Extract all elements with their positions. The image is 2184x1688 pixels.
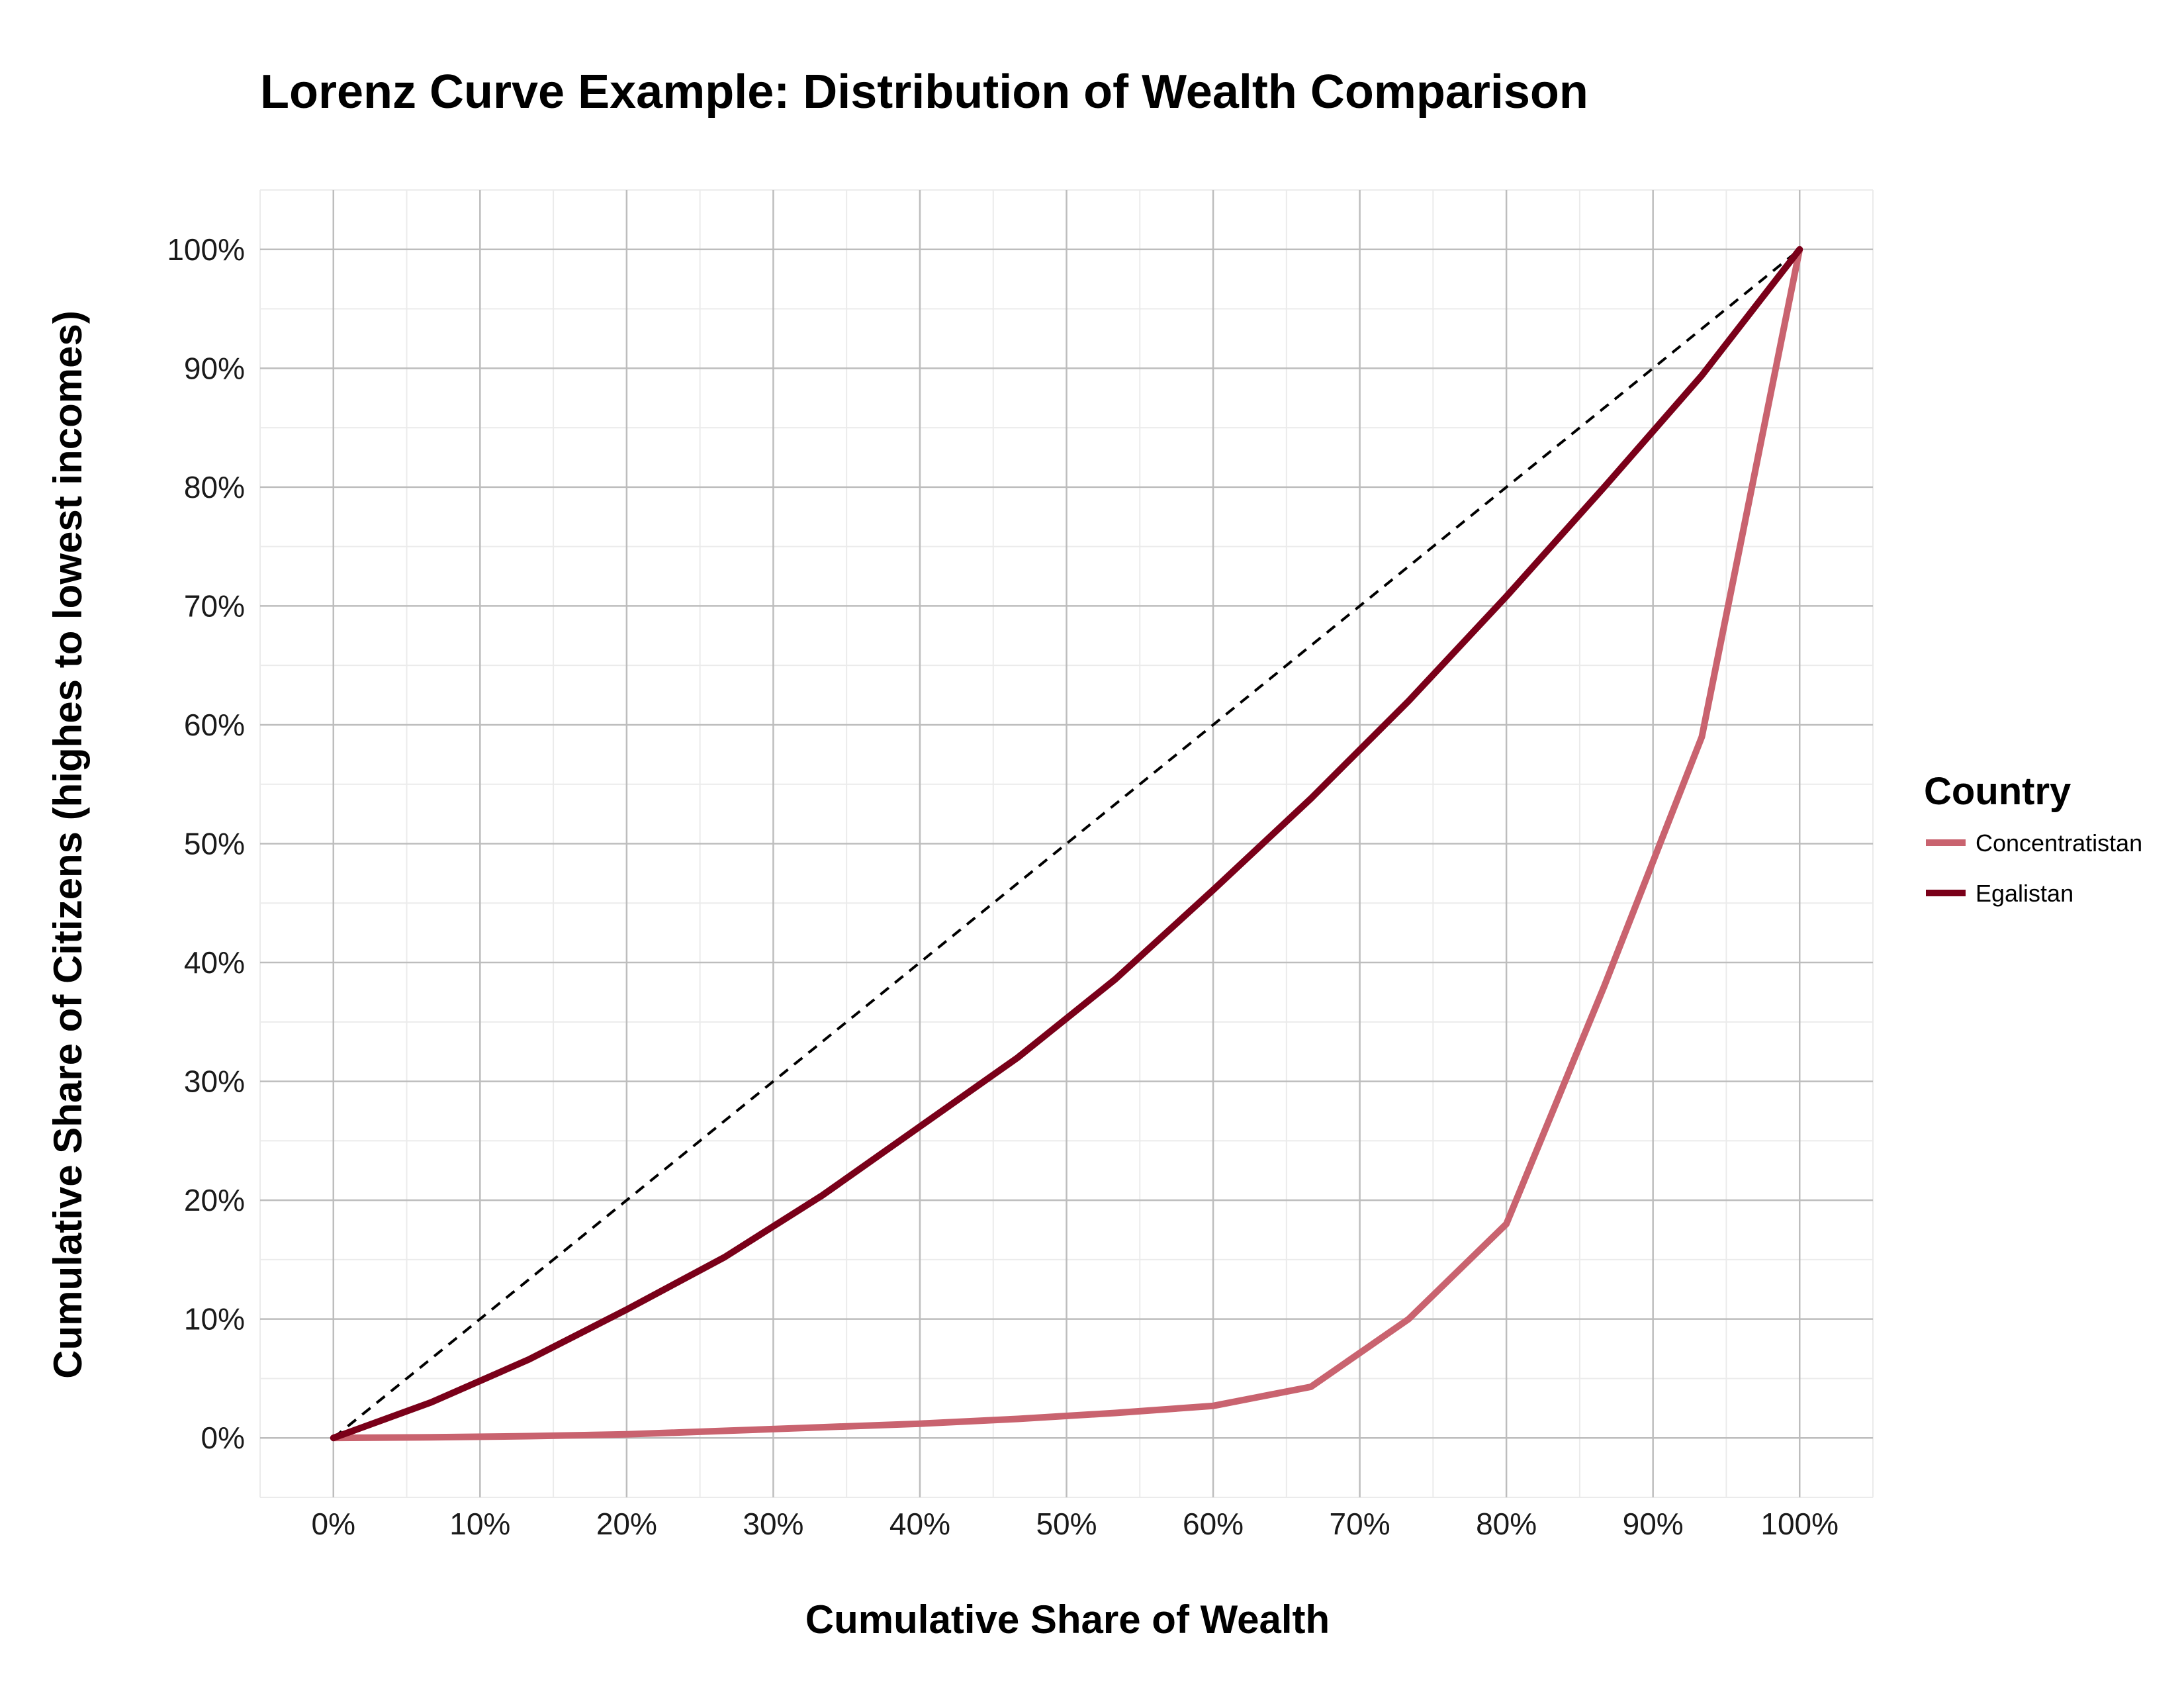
x-tick-label: 20% — [596, 1507, 657, 1541]
y-tick-label: 40% — [184, 945, 245, 980]
chart-title: Lorenz Curve Example: Distribution of We… — [260, 66, 1588, 118]
y-axis-label: Cumulative Share of Citizens (highes to … — [46, 310, 90, 1379]
legend-title: Country — [1924, 770, 2071, 813]
x-tick-label: 100% — [1760, 1507, 1839, 1541]
y-tick-label: 10% — [184, 1302, 245, 1336]
x-tick-label: 50% — [1036, 1507, 1097, 1541]
y-tick-label: 60% — [184, 708, 245, 742]
series-line-concentratistan — [330, 246, 1803, 1442]
series-lines — [330, 246, 1803, 1442]
x-tick-label: 80% — [1476, 1507, 1537, 1541]
legend: Country Concentratistan Egalistan — [1924, 770, 2142, 907]
y-tick-label: 100% — [167, 232, 245, 267]
x-tick-label: 70% — [1330, 1507, 1390, 1541]
legend-label-concentratistan: Concentratistan — [1976, 829, 2142, 857]
x-axis-label: Cumulative Share of Wealth — [805, 1597, 1330, 1642]
x-tick-label: 60% — [1183, 1507, 1244, 1541]
y-tick-label: 70% — [184, 588, 245, 623]
x-tick-label: 10% — [449, 1507, 510, 1541]
y-tick-label: 80% — [184, 470, 245, 504]
x-tick-label: 30% — [743, 1507, 803, 1541]
y-tick-label: 90% — [184, 351, 245, 385]
y-tick-label: 30% — [184, 1064, 245, 1099]
x-tick-label: 0% — [312, 1507, 355, 1541]
x-axis-ticks: 0% 10% 20% 30% 40% 50% 60% 70% 80% 90% 100% — [312, 1507, 1839, 1541]
y-tick-label: 20% — [184, 1183, 245, 1217]
y-tick-label: 50% — [184, 827, 245, 861]
y-tick-label: 0% — [201, 1421, 245, 1455]
series-line-egalistan — [330, 246, 1803, 1442]
y-axis-ticks: 0% 10% 20% 30% 40% 50% 60% 70% 80% 90% 100% — [167, 232, 245, 1455]
x-tick-label: 40% — [889, 1507, 950, 1541]
x-tick-label: 90% — [1623, 1507, 1684, 1541]
legend-label-egalistan: Egalistan — [1976, 880, 2073, 907]
